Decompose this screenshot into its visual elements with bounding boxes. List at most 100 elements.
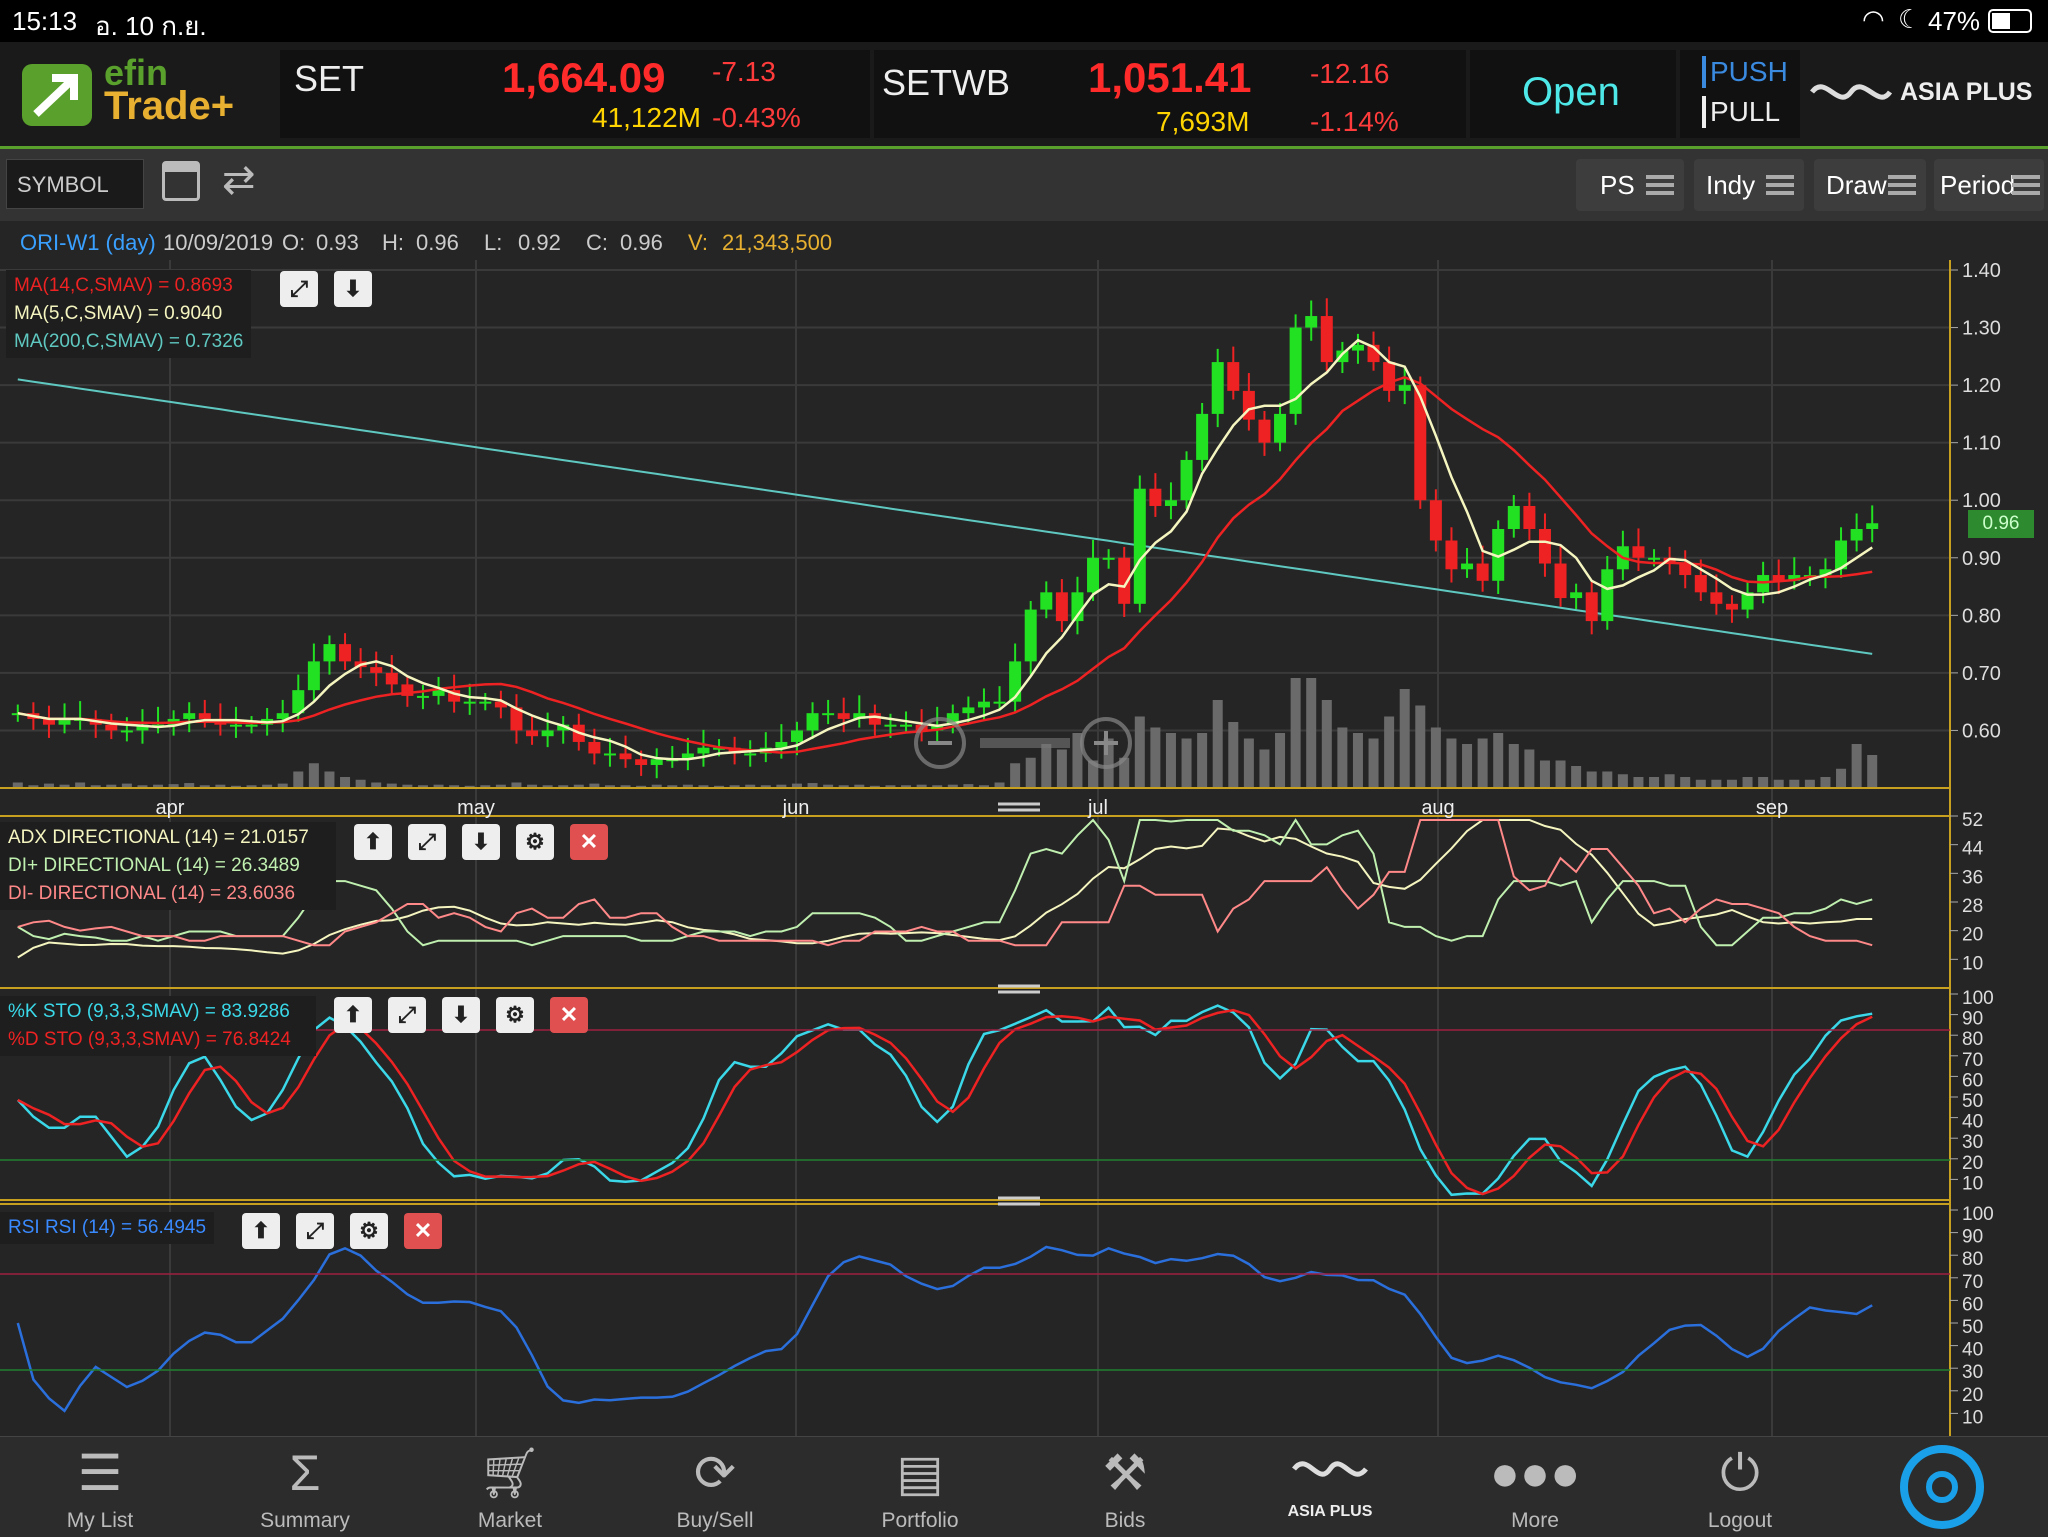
pull-label[interactable]: PULL bbox=[1702, 96, 1780, 128]
candle-body bbox=[1850, 529, 1863, 541]
setwb-index-block[interactable]: SETWB 1,051.41 -12.16 7,693M -1.14% bbox=[874, 50, 1466, 138]
price-tick-label: 1.40 bbox=[1962, 260, 2001, 282]
close-icon[interactable]: ✕ bbox=[570, 824, 608, 860]
ps-button[interactable]: PS bbox=[1576, 159, 1684, 211]
nav-asia-plus[interactable]: ASIA PLUS bbox=[1250, 1437, 1410, 1537]
arrow-up-icon[interactable]: ⬆ bbox=[354, 824, 392, 860]
candle-body bbox=[1274, 413, 1287, 443]
nav-buy-sell[interactable]: ⟳ Buy/Sell bbox=[635, 1437, 795, 1537]
set-index-block[interactable]: SET 1,664.09 -7.13 41,122M -0.43% bbox=[280, 50, 870, 138]
candle-body bbox=[1835, 540, 1848, 570]
chart-date: 10/09/2019 bbox=[163, 230, 274, 255]
calendar-icon[interactable] bbox=[162, 161, 200, 201]
push-label[interactable]: PUSH bbox=[1702, 56, 1788, 88]
fab-chart-icon[interactable] bbox=[1900, 1445, 1984, 1529]
candle-body bbox=[416, 695, 429, 698]
volume-bar bbox=[449, 785, 460, 788]
expand-icon[interactable]: ⤢ bbox=[280, 271, 318, 307]
nav-portfolio[interactable]: ▤ Portfolio bbox=[840, 1437, 1000, 1537]
efin-logo[interactable]: efin Trade+ bbox=[18, 52, 268, 130]
gear-icon[interactable]: ⚙ bbox=[350, 1213, 388, 1249]
nav-bids[interactable]: ⚒ Bids bbox=[1045, 1437, 1205, 1537]
set-name: SET bbox=[294, 58, 365, 99]
chart-symbol: ORI-W1 (day) bbox=[20, 230, 156, 255]
expand-icon[interactable]: ⤢ bbox=[388, 997, 426, 1033]
x-month-label: jun bbox=[782, 797, 810, 819]
candle-body bbox=[1538, 529, 1551, 564]
x-month-label: jul bbox=[1087, 797, 1108, 819]
setwb-name: SETWB bbox=[882, 62, 1011, 103]
volume-bar bbox=[90, 785, 101, 788]
nav-summary[interactable]: Σ Summary bbox=[225, 1437, 385, 1537]
period-button[interactable]: Period bbox=[1934, 159, 2044, 211]
asiaplus-logo-icon bbox=[1810, 84, 1893, 100]
gear-icon[interactable]: ⚙ bbox=[496, 997, 534, 1033]
volume-bar bbox=[324, 771, 335, 788]
rsi-tick-label: 90 bbox=[1962, 1227, 1983, 1248]
volume-bar bbox=[371, 782, 382, 788]
volume-bar bbox=[1134, 716, 1145, 788]
nav-logout[interactable]: ⏻ Logout bbox=[1660, 1437, 1820, 1537]
candle-body bbox=[120, 730, 133, 733]
zoom-in-icon bbox=[1080, 717, 1132, 769]
gear-icon[interactable]: ⚙ bbox=[516, 824, 554, 860]
candle-body bbox=[229, 724, 242, 727]
chart-toolbar: SYMBOL ⇄ PS Indy Draw Period bbox=[0, 149, 2048, 221]
sto-tick-label: 30 bbox=[1962, 1132, 1983, 1153]
arrow-up-icon[interactable]: ⬆ bbox=[242, 1213, 280, 1249]
expand-icon[interactable]: ⤢ bbox=[408, 824, 446, 860]
market-header: efin Trade+ SET 1,664.09 -7.13 41,122M -… bbox=[0, 42, 2048, 149]
candle-body bbox=[962, 707, 975, 714]
refresh-icon[interactable]: ⇄ bbox=[222, 158, 256, 202]
close-icon[interactable]: ✕ bbox=[550, 997, 588, 1033]
volume-bar bbox=[433, 784, 444, 788]
chart-area[interactable]: 1.40 1.30 1.20 1.10 1.00 0.90 0.80 0.70 0.60 52 44… bbox=[0, 260, 2048, 1436]
push-pull-toggle[interactable]: PUSH PULL bbox=[1680, 50, 1800, 138]
volume-bar bbox=[1010, 763, 1021, 788]
di-minus-line bbox=[17, 819, 1873, 947]
arrow-up-icon[interactable]: ⬆ bbox=[334, 997, 372, 1033]
arrow-down-icon[interactable]: ⬇ bbox=[334, 271, 372, 307]
nav-my-list[interactable]: ☰ My List bbox=[20, 1437, 180, 1537]
close-icon[interactable]: ✕ bbox=[404, 1213, 442, 1249]
symbol-input[interactable]: SYMBOL bbox=[6, 159, 144, 209]
candle-body bbox=[806, 713, 819, 731]
volume-bar bbox=[184, 783, 195, 788]
volume-bar bbox=[1493, 733, 1504, 788]
candle-body bbox=[1492, 529, 1505, 581]
volume-bar bbox=[573, 784, 584, 788]
volume-bar bbox=[121, 783, 132, 788]
candle-body bbox=[681, 753, 694, 760]
chart-axes: 1.40 1.30 1.20 1.10 1.00 0.90 0.80 0.70 0.60 52 44… bbox=[0, 260, 2001, 1436]
nav-market[interactable]: 🛒︎ Market bbox=[430, 1437, 590, 1537]
volume-bar bbox=[340, 777, 351, 788]
candle-body bbox=[1585, 592, 1598, 622]
ma-lines bbox=[17, 338, 1873, 761]
sto-k-line bbox=[16, 1004, 1873, 1197]
volume-bar bbox=[854, 784, 865, 788]
nav-label: Logout bbox=[1707, 1509, 1773, 1532]
nav-label: ASIA PLUS bbox=[1287, 1503, 1373, 1520]
volume-bar bbox=[1384, 716, 1395, 788]
arrow-down-icon[interactable]: ⬇ bbox=[442, 997, 480, 1033]
candle-body bbox=[868, 713, 881, 725]
candle-body bbox=[339, 644, 352, 662]
volume-bar bbox=[1586, 771, 1597, 788]
arrow-down-icon[interactable]: ⬇ bbox=[462, 824, 500, 860]
candle-body bbox=[541, 730, 554, 737]
x-month-label: aug bbox=[1421, 797, 1454, 819]
menu-icon bbox=[2012, 175, 2040, 195]
expand-icon[interactable]: ⤢ bbox=[296, 1213, 334, 1249]
draw-button[interactable]: Draw bbox=[1814, 159, 1926, 211]
nav-more[interactable]: ●●● More bbox=[1455, 1437, 1615, 1537]
more-icon: ●●● bbox=[1489, 1445, 1581, 1501]
candle-body bbox=[276, 713, 289, 719]
volume-bar bbox=[1524, 749, 1535, 788]
ma5-line bbox=[17, 338, 1873, 761]
candle-body bbox=[1601, 569, 1614, 622]
candle-body bbox=[697, 747, 710, 754]
indy-button[interactable]: Indy bbox=[1694, 159, 1804, 211]
volume-bar bbox=[417, 785, 428, 788]
price-tick-label: 0.80 bbox=[1962, 605, 2001, 627]
volume-bar bbox=[1321, 700, 1332, 788]
